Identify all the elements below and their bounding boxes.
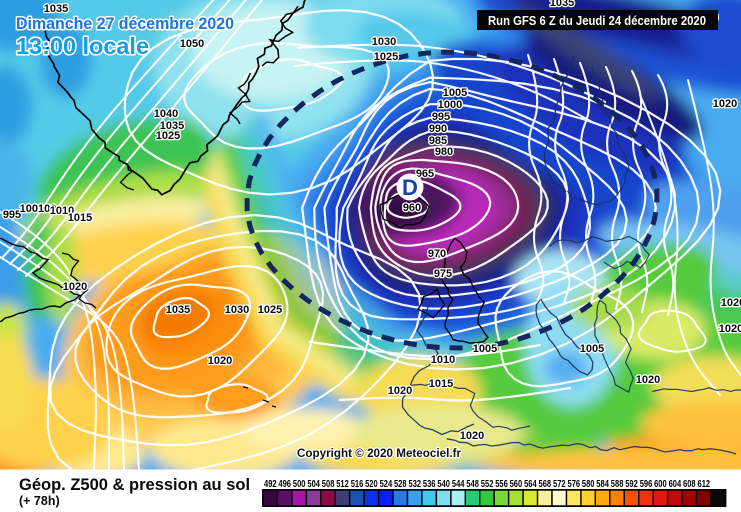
svg-text:13:00 locale: 13:00 locale [16,33,149,59]
svg-text:588: 588 [611,479,624,490]
svg-text:612: 612 [698,479,711,490]
svg-text:1035: 1035 [550,0,574,9]
svg-text:528: 528 [394,479,407,490]
svg-text:D: D [402,175,418,200]
svg-text:564: 564 [524,479,537,490]
svg-text:532: 532 [409,479,422,490]
svg-text:1030: 1030 [372,36,396,48]
svg-text:960: 960 [403,202,421,214]
svg-text:1020: 1020 [719,323,741,335]
svg-text:970: 970 [428,248,446,260]
svg-text:980: 980 [435,146,453,158]
svg-text:965: 965 [416,168,434,180]
svg-text:Run GFS 6 Z du Jeudi 24 décemb: Run GFS 6 Z du Jeudi 24 décembre 2020 [488,13,706,28]
svg-text:544: 544 [452,479,465,490]
svg-text:995: 995 [3,209,21,221]
svg-text:1020: 1020 [721,297,741,309]
svg-text:568: 568 [539,479,552,490]
svg-text:Géop. Z500 & pression au sol: Géop. Z500 & pression au sol [19,476,250,494]
svg-text:536: 536 [423,479,436,490]
svg-text:512: 512 [336,479,349,490]
svg-text:1010: 1010 [50,205,74,217]
svg-text:1035: 1035 [44,3,68,15]
svg-text:580: 580 [582,479,595,490]
svg-text:1050: 1050 [180,38,204,50]
svg-text:1035: 1035 [166,304,190,316]
svg-text:1025: 1025 [156,130,180,142]
svg-text:608: 608 [683,479,696,490]
svg-text:995: 995 [432,111,450,123]
svg-text:604: 604 [669,479,682,490]
svg-text:496: 496 [278,479,291,490]
svg-text:1025: 1025 [258,304,282,316]
svg-text:Copyright © 2020 Meteociel.fr: Copyright © 2020 Meteociel.fr [297,448,462,460]
svg-text:990: 990 [429,123,447,135]
svg-text:1005: 1005 [580,343,604,355]
svg-text:975: 975 [434,268,452,280]
svg-text:1035: 1035 [160,120,184,132]
svg-text:524: 524 [380,479,393,490]
svg-text:504: 504 [307,479,320,490]
svg-text:1020: 1020 [460,430,484,442]
svg-text:1020: 1020 [208,355,232,367]
svg-text:985: 985 [429,135,447,147]
svg-text:1010: 1010 [431,354,455,366]
svg-text:100100: 100100 [20,203,57,215]
svg-text:600: 600 [654,479,667,490]
svg-text:1015: 1015 [429,378,453,390]
svg-text:1015: 1015 [68,212,92,224]
svg-text:516: 516 [351,479,364,490]
svg-text:540: 540 [437,479,450,490]
svg-text:Dimanche 27 décembre 2020: Dimanche 27 décembre 2020 [16,15,234,33]
svg-text:1020: 1020 [636,374,660,386]
svg-text:596: 596 [640,479,653,490]
svg-text:508: 508 [322,479,335,490]
svg-text:1020: 1020 [63,281,87,293]
svg-text:520: 520 [365,479,378,490]
svg-text:548: 548 [466,479,479,490]
svg-text:584: 584 [596,479,609,490]
svg-text:1025: 1025 [374,51,398,63]
svg-text:592: 592 [625,479,638,490]
svg-text:1030: 1030 [225,304,249,316]
svg-text:572: 572 [553,479,566,490]
svg-text:552: 552 [481,479,494,490]
svg-text:1020: 1020 [388,385,412,397]
svg-text:560: 560 [510,479,523,490]
svg-text:(+ 78h): (+ 78h) [19,494,60,508]
svg-text:492: 492 [264,479,277,490]
svg-text:556: 556 [495,479,508,490]
svg-text:576: 576 [568,479,581,490]
svg-text:1000: 1000 [438,99,462,111]
svg-text:1040: 1040 [154,108,178,120]
svg-text:1005: 1005 [443,87,467,99]
svg-text:1020: 1020 [713,98,737,110]
svg-text:1005: 1005 [473,343,497,355]
svg-text:500: 500 [293,479,306,490]
